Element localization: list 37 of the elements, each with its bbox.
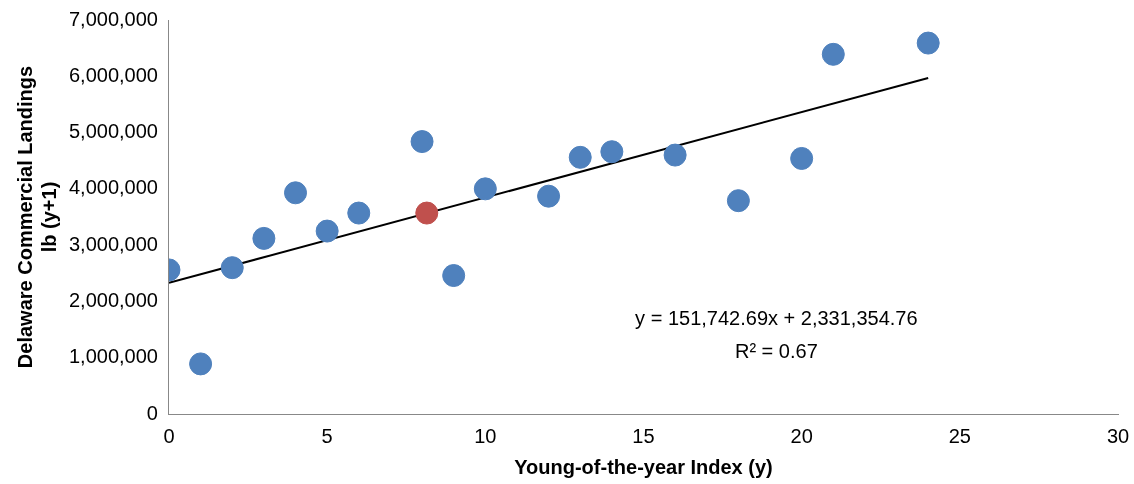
y-tick-label: 3,000,000 <box>68 232 158 255</box>
point <box>916 31 940 55</box>
point <box>315 219 339 243</box>
point <box>537 184 561 208</box>
y-tick-label: 2,000,000 <box>68 288 158 311</box>
point <box>410 130 434 154</box>
y-tick-label: 0 <box>146 401 158 424</box>
point <box>790 146 814 170</box>
x-tick-label: 0 <box>163 424 175 447</box>
x-tick-label: 30 <box>1106 424 1130 447</box>
y-tick-label: 1,000,000 <box>68 345 158 368</box>
point <box>726 189 750 213</box>
y-tick-label: 7,000,000 <box>68 7 158 30</box>
point <box>568 145 592 169</box>
point <box>189 352 213 376</box>
annotation: y = 151,742.69x + 2,331,354.76 <box>635 306 918 329</box>
x-tick-label: 10 <box>474 424 497 447</box>
point <box>347 201 371 225</box>
point <box>252 226 276 250</box>
x-tick-label: 5 <box>321 424 333 447</box>
point <box>284 181 308 205</box>
y-axis-title: Delaware Commercial Landings lb (y+1) <box>13 65 60 369</box>
point <box>600 140 624 164</box>
point <box>821 42 845 66</box>
y-tick-label: 6,000,000 <box>68 63 158 86</box>
point <box>442 264 466 288</box>
x-tick-label: 15 <box>632 424 655 447</box>
point <box>663 143 687 167</box>
x-tick-label: 20 <box>790 424 813 447</box>
y-tick-label: 5,000,000 <box>68 120 158 143</box>
annotation: R² = 0.67 <box>734 339 818 362</box>
point <box>220 256 244 280</box>
point <box>415 201 439 225</box>
point <box>473 177 497 201</box>
y-tick-label: 4,000,000 <box>68 176 158 199</box>
x-axis-title: Young-of-the-year Index (y) <box>514 455 773 478</box>
x-tick-label: 25 <box>948 424 971 447</box>
